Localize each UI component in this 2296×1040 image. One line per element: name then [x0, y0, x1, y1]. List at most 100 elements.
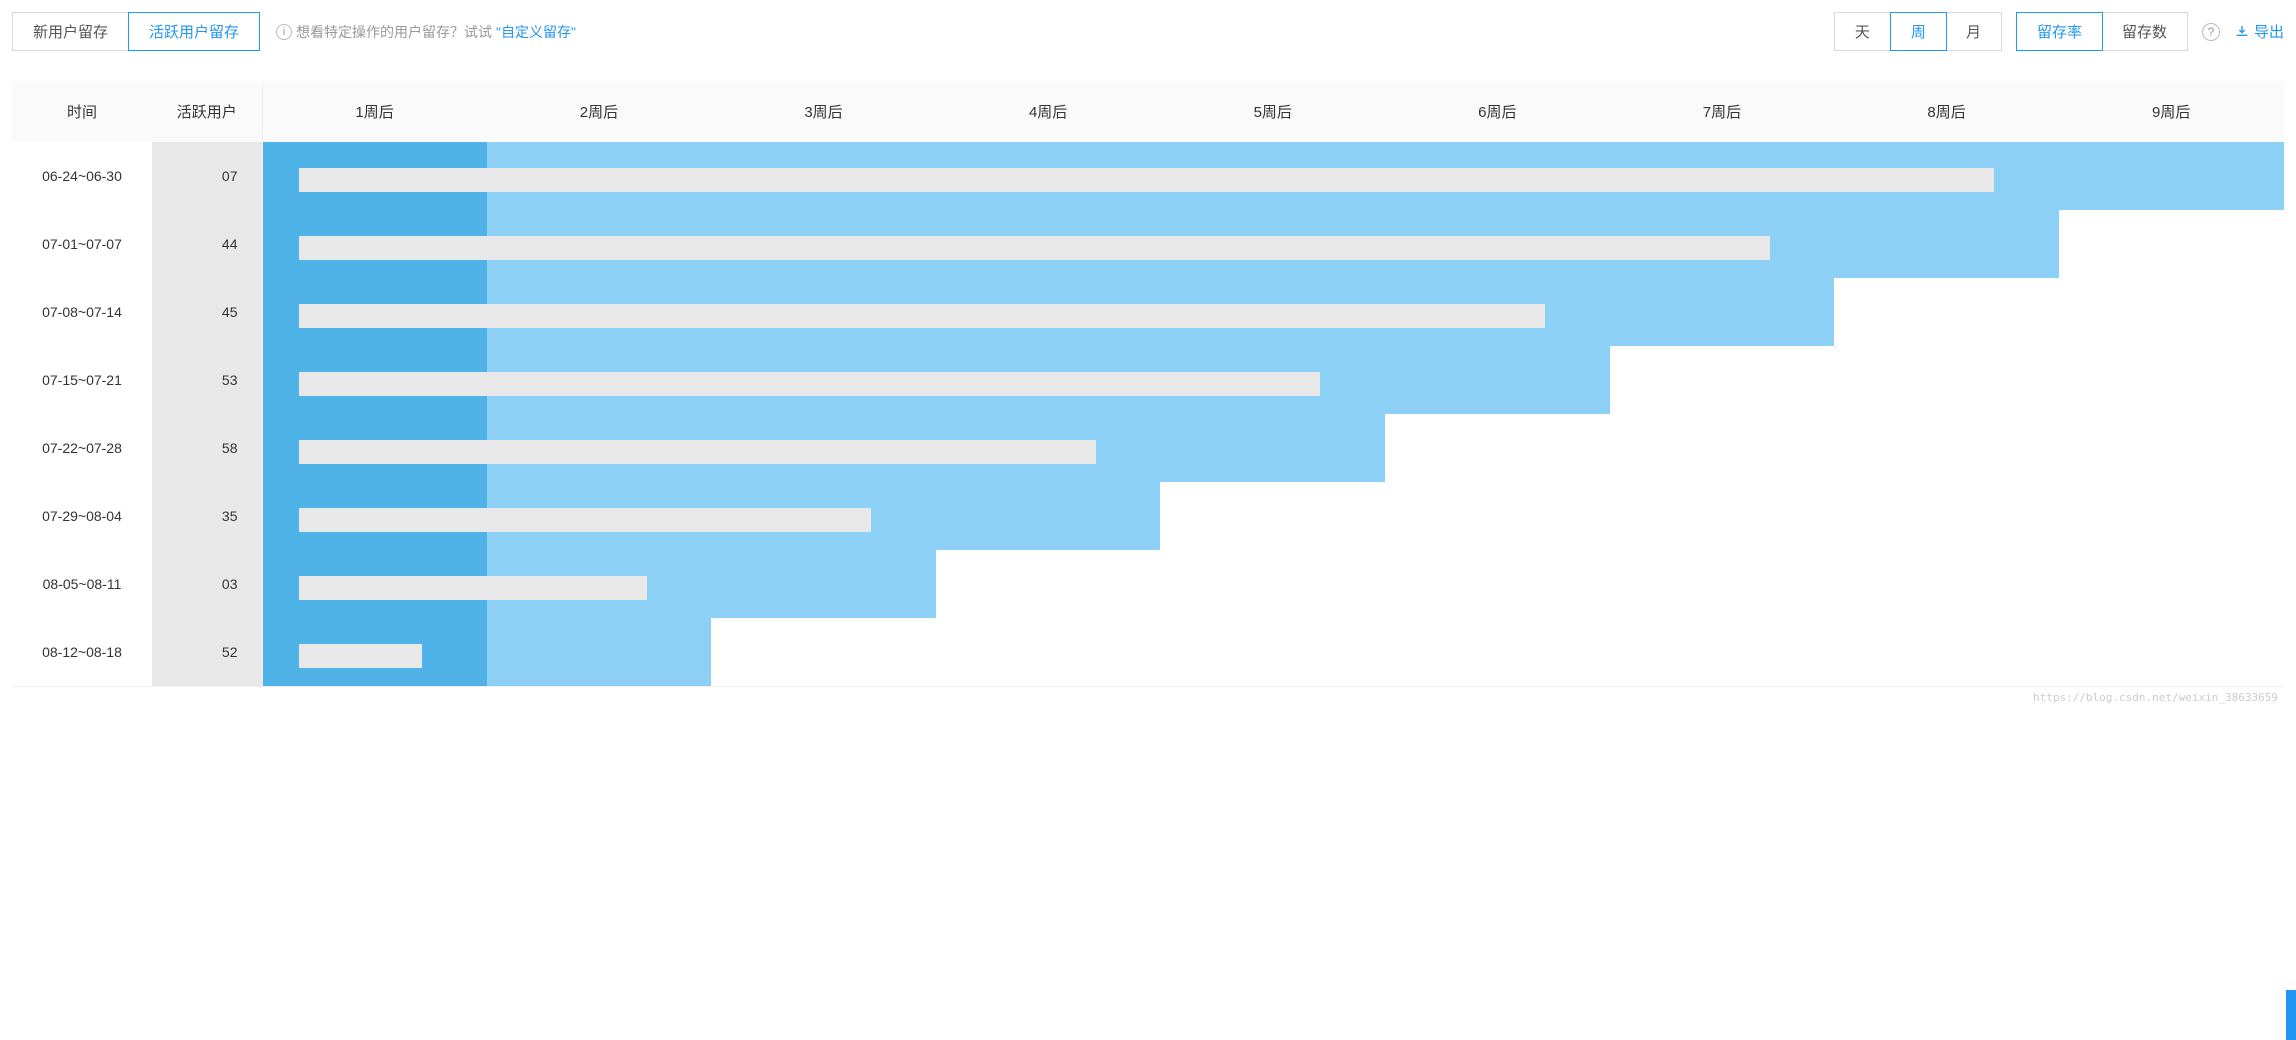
retention-value: 59.94% [263, 618, 487, 686]
empty-cell [1385, 618, 1610, 686]
retention-cell: 63.44% [262, 210, 487, 278]
retention-value [1385, 346, 1610, 414]
retention-value: 58.97% [487, 414, 712, 482]
retention-cell [2059, 142, 2284, 210]
retention-cell: 60.20% [262, 346, 487, 414]
tab-period-1[interactable]: 周 [1890, 12, 1947, 51]
empty-cell [2059, 482, 2284, 550]
retention-cell: 43.15% [1610, 210, 1835, 278]
tab-metric-1[interactable]: 留存数 [2102, 13, 2187, 50]
retention-cell: 44.83% [1160, 278, 1385, 346]
retention-cell: 54.00% [487, 278, 712, 346]
export-icon [2234, 24, 2250, 40]
empty-cell [1385, 482, 1610, 550]
retention-value: 44.83% [1160, 278, 1385, 346]
retention-value: 44.89% [1160, 210, 1385, 278]
header-period-8: 8周后 [1834, 81, 2059, 142]
retention-cell: 53.08% [711, 142, 936, 210]
empty-cell [2059, 618, 2284, 686]
empty-cell [1160, 550, 1385, 618]
empty-cell [1834, 346, 2059, 414]
retention-cell: 43.47% [1610, 142, 1835, 210]
retention-value: 43.32% [1834, 142, 2059, 210]
retention-cell: 63.87% [262, 550, 487, 618]
retention-value [1160, 414, 1385, 482]
header-time: 时间 [12, 81, 152, 142]
help-icon[interactable]: ? [2202, 23, 2220, 41]
tab-user-type-1[interactable]: 活跃用户留存 [128, 12, 260, 51]
retention-cell: 64.56% [262, 142, 487, 210]
retention-cell [711, 550, 936, 618]
table-row: 07-08~07-144561.97%54.00%50.47%47.65%44.… [12, 278, 2284, 346]
retention-cell: 61.97% [262, 278, 487, 346]
tab-period-2[interactable]: 月 [1946, 13, 2001, 50]
empty-cell [1610, 618, 1835, 686]
empty-cell [1610, 550, 1835, 618]
cell-time: 07-29~08-04 [12, 482, 152, 550]
retention-value: 44.33% [1385, 142, 1610, 210]
empty-cell [1385, 550, 1610, 618]
metric-toggle: 留存率留存数 [2016, 12, 2188, 51]
empty-cell [2059, 346, 2284, 414]
empty-cell [1610, 414, 1835, 482]
retention-value: 61.97% [263, 278, 487, 346]
retention-cell: 46.35% [1160, 346, 1385, 414]
retention-cell: 59.94% [262, 618, 487, 686]
header-period-2: 2周后 [487, 81, 712, 142]
hint-prefix: 想看特定操作的用户留存？试试 [296, 22, 492, 42]
retention-value: 63.87% [263, 550, 487, 618]
scrollbar[interactable] [2286, 990, 2296, 1040]
retention-cell: 45.07% [936, 346, 1161, 414]
cell-time: 08-12~08-18 [12, 618, 152, 686]
retention-cell: 52.70% [487, 346, 712, 414]
retention-value: 47.65% [936, 278, 1161, 346]
tab-metric-0[interactable]: 留存率 [2016, 12, 2103, 51]
retention-value: 57.61% [487, 550, 712, 618]
cell-active-users: 58 [152, 414, 262, 482]
retention-cell: 46.2% [1160, 142, 1385, 210]
retention-value: 63.44% [263, 210, 487, 278]
retention-cell: 65.95% [262, 414, 487, 482]
retention-value: 43.47% [1385, 210, 1610, 278]
retention-cell: 54.41% [936, 414, 1161, 482]
empty-cell [1834, 618, 2059, 686]
retention-value: 65.95% [263, 414, 487, 482]
cell-active-users: 45 [152, 278, 262, 346]
retention-cell: 44.33% [1385, 142, 1610, 210]
retention-value: 57.68% [487, 142, 712, 210]
retention-cell: 58.97% [487, 414, 712, 482]
hint-link[interactable]: "自定义留存" [496, 22, 576, 42]
table-row: 08-05~08-110363.87%57.61% [12, 550, 2284, 618]
retention-cell: 47.2% [936, 142, 1161, 210]
cell-time: 08-05~08-11 [12, 550, 152, 618]
cohort-body: 06-24~06-300764.56%57.68%53.08%47.2%46.2… [12, 142, 2284, 686]
retention-value: 43.15% [1610, 210, 1835, 278]
table-row: 07-22~07-285865.95%58.97%55.70%54.41% [12, 414, 2284, 482]
retention-cell: 54.60% [487, 482, 712, 550]
empty-cell [2059, 550, 2284, 618]
retention-value: 54.00% [487, 278, 712, 346]
empty-cell [711, 618, 936, 686]
cell-time: 07-08~07-14 [12, 278, 152, 346]
tab-user-type-0[interactable]: 新用户留存 [13, 13, 129, 50]
retention-value: 53.08% [711, 142, 936, 210]
retention-cell [1160, 414, 1385, 482]
retention-value [2059, 142, 2284, 210]
empty-cell [1834, 550, 2059, 618]
header-period-6: 6周后 [1385, 81, 1610, 142]
hint-text: i 想看特定操作的用户留存？试试 "自定义留存" [276, 22, 576, 42]
retention-value [711, 550, 936, 618]
retention-value: 54.97% [487, 210, 712, 278]
info-icon: i [276, 24, 292, 40]
export-button[interactable]: 导出 [2234, 21, 2284, 42]
header-period-5: 5周后 [1160, 81, 1385, 142]
retention-cell: 55.70% [711, 414, 936, 482]
retention-value [1610, 278, 1835, 346]
empty-cell [2059, 278, 2284, 346]
retention-cell: 50.47% [711, 278, 936, 346]
retention-cell [1385, 346, 1610, 414]
tab-period-0[interactable]: 天 [1835, 13, 1891, 50]
cohort-header-row: 时间 活跃用户 1周后2周后3周后4周后5周后6周后7周后8周后9周后 [12, 81, 2284, 142]
cell-active-users: 44 [152, 210, 262, 278]
toolbar: 新用户留存活跃用户留存 i 想看特定操作的用户留存？试试 "自定义留存" 天周月… [12, 12, 2284, 51]
